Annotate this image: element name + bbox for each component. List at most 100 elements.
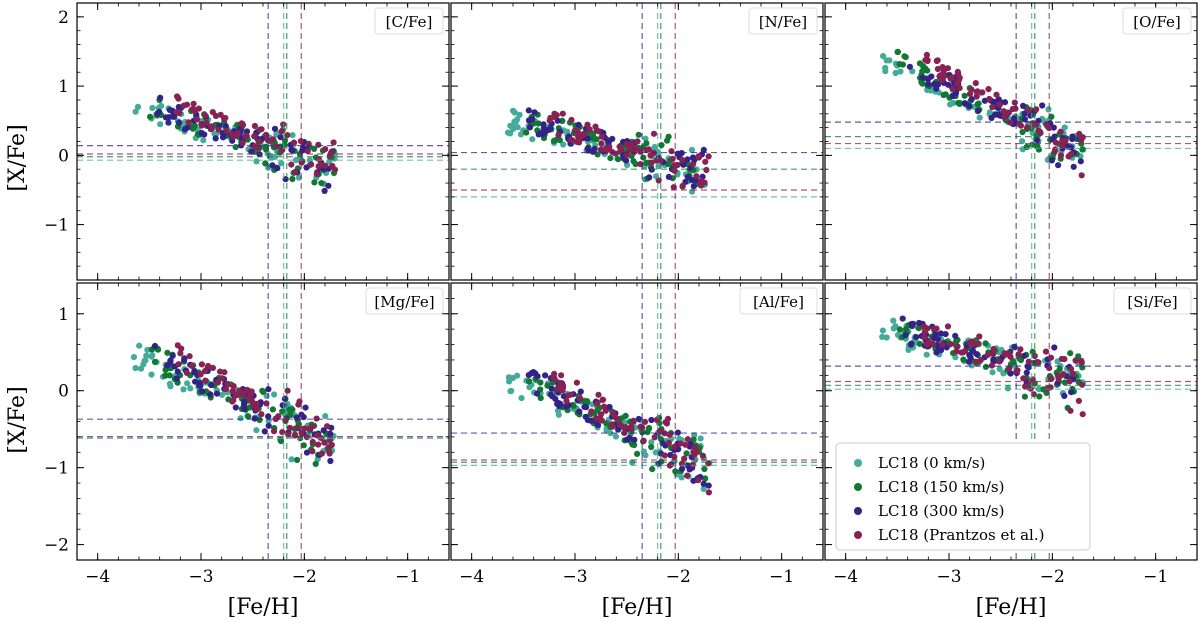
data-point [313,415,320,422]
data-point [192,378,199,385]
data-point [690,436,697,443]
data-point [247,391,254,398]
data-point [1062,137,1069,144]
data-point [934,65,942,73]
data-point [571,127,579,134]
data-point [1017,346,1024,353]
data-point [534,390,541,397]
data-point [617,421,624,429]
data-point [1011,99,1018,106]
data-point [258,126,265,133]
data-point [1079,146,1086,153]
panel-mgfe: −4 −3 −2 −1 −2 −1 0 1 [Mg/Fe] [44,282,450,587]
data-point [919,68,926,75]
data-point [303,164,310,171]
data-point [181,356,188,363]
data-point [147,113,154,120]
data-point [504,129,512,136]
y-tick-label: 0 [58,146,69,166]
data-point [1055,162,1062,169]
data-point [695,477,702,484]
data-point [925,75,932,82]
data-point [990,346,997,353]
data-point [164,362,171,369]
data-point [289,147,296,154]
data-point [933,325,940,332]
data-point [174,342,181,349]
data-point [315,441,322,448]
data-point [576,136,584,143]
data-point [157,121,164,128]
data-point [892,69,899,77]
data-point [903,326,910,333]
data-point [606,144,613,151]
data-point [996,366,1003,373]
data-point [528,370,535,377]
data-point [665,439,673,446]
data-point [647,152,654,159]
data-point [196,379,203,386]
data-point [570,403,577,410]
series-2-points [525,369,712,489]
data-point [1036,393,1043,400]
data-point [149,352,156,359]
data-point [223,127,230,134]
data-point [289,406,296,413]
data-point [684,472,691,479]
data-point [548,385,555,392]
data-point [553,136,560,143]
x-axis-label-right: [Fe/H] [976,595,1047,620]
data-point [232,404,239,411]
data-point [514,116,521,123]
x-axis-label-middle: [Fe/H] [602,595,673,620]
data-point [960,356,967,363]
data-point [326,450,333,457]
series-2-points [151,342,335,465]
data-point [327,430,334,437]
data-point [180,386,187,393]
data-point [982,363,990,370]
data-point [523,129,530,136]
data-point [298,429,305,436]
data-point [896,326,903,333]
data-point [174,368,181,375]
data-point [312,460,319,467]
data-point [277,134,284,141]
data-point [184,380,191,387]
data-point [649,466,656,473]
data-point [229,398,236,405]
data-point [167,357,174,364]
data-point [979,89,986,96]
data-point [514,372,521,379]
data-point [986,95,993,103]
data-point [923,51,931,59]
data-point [577,395,584,402]
data-point [239,140,246,147]
data-point [1023,369,1030,376]
data-point [201,131,208,138]
data-point [278,128,285,135]
data-point [557,400,564,407]
data-point [301,425,308,432]
data-point [966,90,974,97]
panel-ofe: [O/Fe] [824,2,1198,281]
data-point [1072,357,1079,364]
data-point [134,103,142,110]
data-point [1009,105,1017,113]
data-point [940,68,947,75]
data-point [274,165,281,172]
data-point [982,340,989,347]
data-point [324,423,331,430]
data-point [288,161,295,168]
data-point [164,349,171,356]
x-tick-label: −3 [562,567,587,587]
data-point [905,346,912,353]
data-point [326,436,333,443]
data-point [224,380,231,388]
data-point [187,385,194,392]
data-point [579,132,586,139]
data-point [1069,370,1076,377]
data-point [674,429,682,436]
data-point [259,387,266,394]
data-point [705,489,713,496]
